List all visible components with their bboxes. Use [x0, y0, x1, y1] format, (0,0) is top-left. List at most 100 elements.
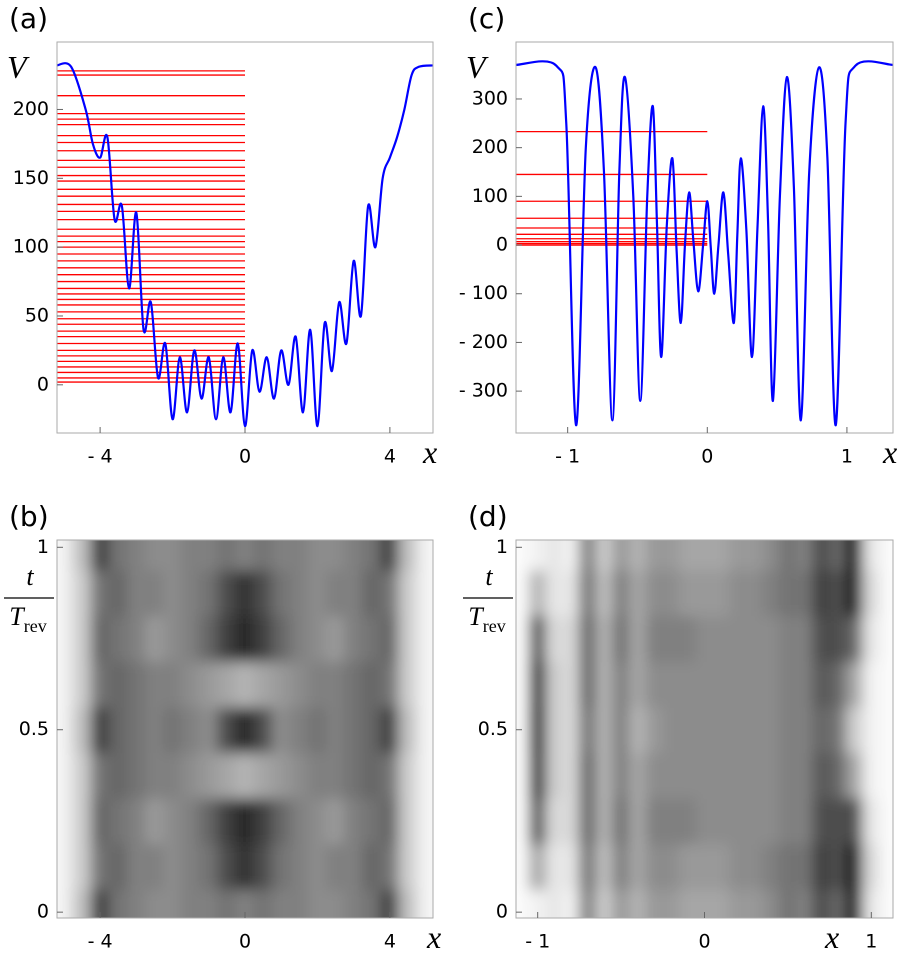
- density-cell: [662, 660, 680, 708]
- density-cell: [678, 706, 697, 754]
- density-cell: [562, 752, 580, 799]
- density-cell: [199, 843, 219, 890]
- y-tick-label: - 100: [459, 282, 508, 304]
- density-cell: [217, 888, 237, 918]
- density-cell: [181, 706, 201, 754]
- density-cell: [344, 569, 364, 617]
- density-cell: [199, 540, 219, 571]
- denominator-subscript: rev: [483, 616, 506, 636]
- density-cell: [398, 797, 418, 845]
- panel-label: (b): [9, 500, 49, 533]
- density-cell: [144, 797, 164, 845]
- y-tick-label: 0.5: [19, 718, 49, 740]
- density-cell: [829, 660, 847, 708]
- density-cell: [235, 540, 255, 571]
- density-cell: [678, 660, 697, 708]
- density-cell: [108, 888, 128, 918]
- density-cell: [795, 797, 814, 845]
- density-cell: [578, 797, 597, 845]
- density-cell: [398, 569, 418, 617]
- density-cell: [879, 888, 893, 918]
- y-tick-label: 0: [37, 373, 49, 395]
- density-cell: [812, 615, 831, 662]
- density-cell: [812, 569, 831, 617]
- density-cell: [829, 797, 847, 845]
- denominator: T: [9, 602, 25, 631]
- density-cell: [829, 569, 847, 617]
- density-cell: [695, 797, 714, 845]
- density-cell: [795, 615, 814, 662]
- density-cell: [628, 615, 647, 662]
- density-cell: [362, 888, 382, 918]
- density-cell: [712, 615, 731, 662]
- density-cell: [528, 797, 547, 845]
- density-cell: [108, 615, 128, 662]
- density-cell: [545, 797, 564, 845]
- density-cell: [595, 752, 614, 799]
- density-cell: [729, 615, 747, 662]
- density-cell: [845, 752, 864, 799]
- density-cell: [289, 660, 309, 708]
- density-cell: [362, 797, 382, 845]
- density-cell: [628, 797, 647, 845]
- density-cell: [162, 752, 183, 799]
- density-cell: [162, 706, 183, 754]
- density-cell: [879, 660, 893, 708]
- density-cell: [217, 752, 237, 799]
- density-cell: [612, 660, 630, 708]
- density-cell: [795, 660, 814, 708]
- density-cell: [199, 615, 219, 662]
- density-cell: [779, 706, 797, 754]
- density-cell: [545, 706, 564, 754]
- x-tick-label: 4: [384, 446, 396, 468]
- density-cell: [326, 843, 346, 890]
- density-cell: [380, 843, 400, 890]
- density-cell: [90, 706, 110, 754]
- density-cell: [779, 540, 797, 571]
- density-cell: [289, 797, 309, 845]
- density-cell: [595, 569, 614, 617]
- y-tick-label: 0.5: [478, 718, 508, 740]
- y-axis-label: t: [26, 562, 34, 591]
- density-cell: [645, 888, 664, 918]
- density-cell: [108, 752, 128, 799]
- density-cell: [253, 797, 273, 845]
- density-cell: [545, 843, 564, 890]
- x-tick-label: 0: [239, 931, 251, 953]
- density-cell: [416, 615, 433, 662]
- density-cell: [307, 752, 328, 799]
- density-cell: [217, 540, 237, 571]
- density-cell: [307, 615, 328, 662]
- density-cell: [181, 752, 201, 799]
- potential-curve: [516, 60, 893, 427]
- y-tick-label: 1: [496, 536, 508, 558]
- y-axis-label: V: [466, 49, 489, 85]
- density-cell: [779, 888, 797, 918]
- denominator-subscript: rev: [24, 616, 47, 636]
- density-cell: [57, 888, 74, 918]
- density-cell: [344, 615, 364, 662]
- density-cell: [326, 706, 346, 754]
- density-cell: [545, 615, 564, 662]
- density-cell: [762, 706, 781, 754]
- density-cell: [745, 660, 764, 708]
- density-cell: [879, 706, 893, 754]
- density-cell: [562, 615, 580, 662]
- density-cell: [380, 706, 400, 754]
- plot-area: [516, 60, 893, 427]
- density-cell: [289, 843, 309, 890]
- density-cell: [662, 569, 680, 617]
- density-cell: [779, 752, 797, 799]
- density-cell: [126, 752, 146, 799]
- x-tick-label: - 4: [88, 931, 113, 953]
- density-cell: [126, 797, 146, 845]
- density-cell: [217, 660, 237, 708]
- density-cell: [144, 569, 164, 617]
- density-cell: [72, 660, 92, 708]
- density-cell: [729, 752, 747, 799]
- density-cell: [72, 888, 92, 918]
- density-cell: [845, 797, 864, 845]
